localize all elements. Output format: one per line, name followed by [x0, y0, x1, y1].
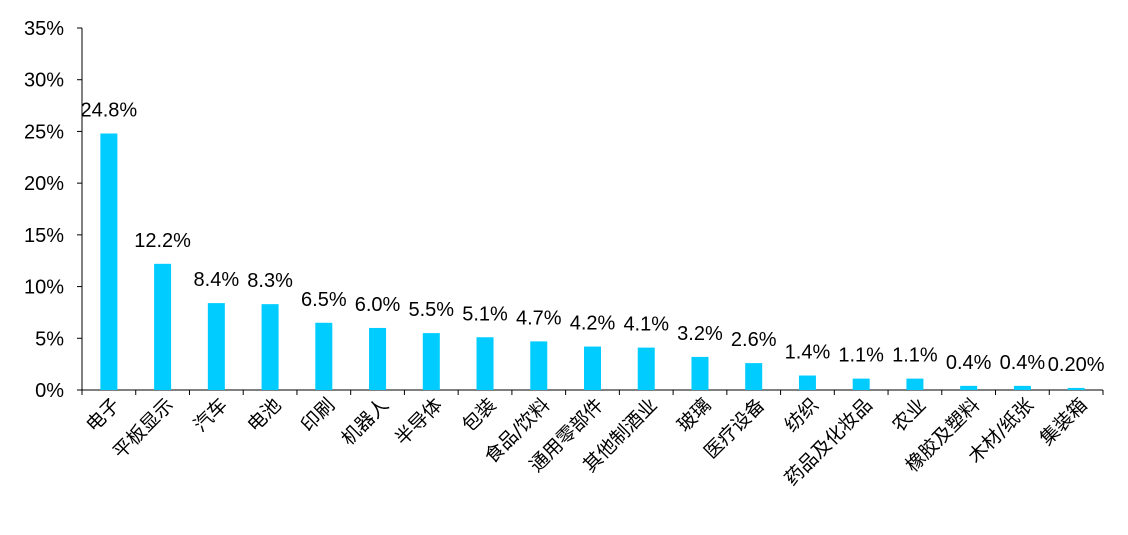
data-label: 8.4% [194, 269, 240, 291]
bar [906, 378, 924, 390]
bar [745, 363, 763, 390]
data-label: 0.4% [1000, 352, 1046, 374]
category-label: 汽车 [189, 394, 231, 436]
bar [1013, 385, 1031, 390]
y-tick-label: 0% [35, 380, 64, 402]
category-label: 包装 [458, 394, 500, 436]
category-label: 印刷 [297, 394, 339, 436]
data-label: 1.1% [892, 345, 938, 367]
data-label: 5.1% [462, 303, 508, 325]
bar [476, 337, 494, 390]
data-label: 2.6% [731, 329, 777, 351]
data-label: 1.4% [785, 342, 831, 364]
y-tick-label: 30% [24, 70, 64, 92]
y-tick-label: 10% [24, 277, 64, 299]
bar [584, 346, 601, 390]
data-label: 1.1% [838, 345, 884, 367]
data-label: 6.5% [301, 289, 347, 311]
bar [422, 333, 440, 390]
y-tick-label: 20% [24, 173, 64, 195]
data-label: 6.0% [355, 294, 401, 316]
category-label: 纺织 [781, 394, 823, 436]
data-label: 4.1% [623, 314, 669, 336]
bar [154, 263, 172, 390]
bar [207, 303, 225, 390]
bar [852, 378, 870, 390]
bar [1067, 387, 1085, 390]
bar [530, 341, 548, 390]
bar [691, 356, 709, 390]
bar [369, 327, 387, 390]
category-label: 电子 [82, 394, 124, 436]
data-label: 12.2% [134, 230, 191, 252]
data-label: 8.3% [247, 270, 293, 292]
data-label: 3.2% [677, 323, 723, 345]
y-tick-label: 35% [24, 18, 64, 40]
data-label: 0.20% [1048, 354, 1105, 376]
data-label: 24.8% [81, 99, 138, 121]
data-labels-layer: 24.8% 12.2%8.4% 8.3% 6.5% 6.0% 5.5% 5.1% 4.7% 4.… [81, 99, 1105, 375]
category-label: 半导体 [391, 394, 447, 450]
bar [960, 385, 978, 390]
bars-layer [100, 133, 1085, 391]
category-label: 集装箱 [1036, 394, 1092, 450]
category-label: 玻璃 [673, 394, 715, 436]
data-label: 4.2% [570, 313, 616, 335]
bar [315, 322, 333, 390]
category-label: 农业 [888, 394, 930, 436]
bar [100, 133, 118, 391]
data-label: 0.4% [946, 352, 992, 374]
bar [637, 347, 655, 390]
category-label: 电池 [243, 394, 285, 436]
y-tick-label: 5% [35, 328, 64, 350]
data-label: 4.7% [516, 307, 562, 329]
bar [798, 375, 816, 390]
y-tick-label: 25% [24, 121, 64, 143]
axis-layer: 0% 5% 10% 15% 20% 25% 30% 35% [24, 18, 1104, 402]
bar [261, 304, 279, 390]
data-label: 5.5% [408, 299, 454, 321]
y-tick-label: 15% [24, 225, 64, 247]
category-label: 机器人 [337, 394, 393, 450]
